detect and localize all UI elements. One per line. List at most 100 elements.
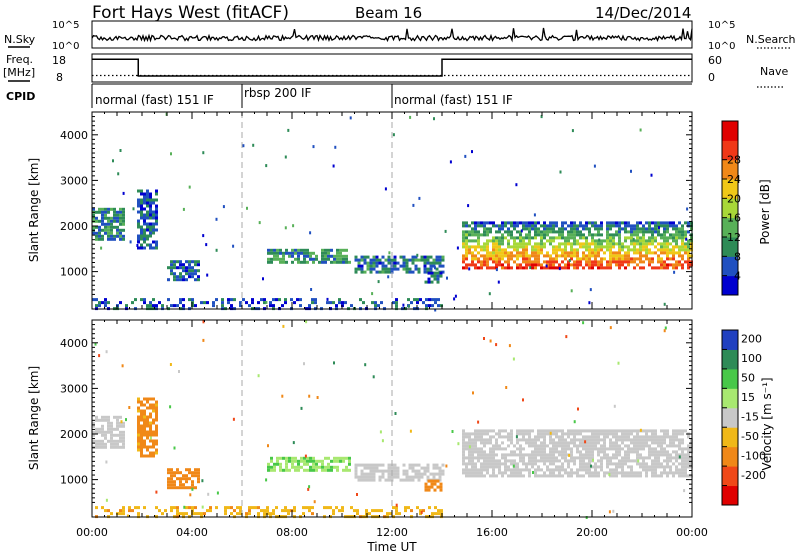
echo-cell <box>291 462 294 466</box>
echo-cell <box>636 239 639 243</box>
echo-cell <box>603 450 606 454</box>
echo-cell <box>681 474 684 478</box>
echo-cell <box>663 236 666 240</box>
echo-cell <box>498 429 501 433</box>
echo-cell <box>131 509 134 513</box>
echo-cell <box>525 429 528 433</box>
echo-cell <box>306 248 309 252</box>
echo-cell <box>134 298 137 302</box>
echo-cell <box>188 269 191 273</box>
echo-cell <box>675 468 678 472</box>
echo-cell <box>188 185 191 189</box>
echo-cell <box>498 254 501 258</box>
echo-cell <box>534 471 537 475</box>
echo-cell <box>137 240 140 244</box>
echo-cell <box>140 412 143 416</box>
echo-cell <box>519 456 522 460</box>
echo-cell <box>573 471 576 475</box>
echo-cell <box>432 258 436 262</box>
echo-cell <box>642 429 645 433</box>
echo-cell <box>167 266 170 270</box>
echo-cell <box>155 418 158 422</box>
echo-cell <box>137 406 140 410</box>
echo-cell <box>489 441 492 445</box>
echo-cell <box>663 233 666 237</box>
echo-cell <box>624 444 627 448</box>
echo-cell <box>306 254 309 258</box>
echo-cell <box>609 441 612 445</box>
echo-cell <box>666 239 669 243</box>
echo-cell <box>311 298 314 302</box>
echo-cell <box>594 260 597 264</box>
echo-cell <box>345 260 348 264</box>
echo-cell <box>273 251 276 255</box>
echo-cell <box>232 244 235 248</box>
echo-cell <box>633 230 636 234</box>
echo-cell <box>675 438 678 442</box>
echo-cell <box>531 266 534 270</box>
echo-cell <box>191 487 194 491</box>
echo-cell <box>639 251 642 255</box>
echo-cell <box>327 465 330 469</box>
echo-cell <box>672 441 675 445</box>
echo-cell <box>669 233 672 237</box>
echo-cell <box>92 298 95 302</box>
echo-cell <box>639 453 642 457</box>
echo-cell <box>324 251 327 255</box>
echo-cell <box>663 248 666 252</box>
echo-cell <box>512 464 515 468</box>
echo-cell <box>501 227 504 231</box>
echo-cell <box>567 239 570 243</box>
echo-cell <box>390 267 394 271</box>
echo-cell <box>369 258 373 262</box>
echo-cell <box>570 289 573 293</box>
echo-cell <box>624 474 627 478</box>
echo-cell <box>504 248 507 252</box>
echo-cell <box>107 228 110 232</box>
echo-cell <box>516 447 519 451</box>
echo-cell <box>303 459 306 463</box>
echo-cell <box>570 221 573 225</box>
echo-cell <box>603 444 606 448</box>
echo-cell <box>489 221 492 225</box>
noise-right-tick-top: 10^5 <box>708 20 735 31</box>
echo-cell <box>252 143 255 147</box>
echo-cell <box>591 224 594 228</box>
echo-cell <box>495 444 498 448</box>
echo-cell <box>675 471 678 475</box>
echo-cell <box>504 456 507 460</box>
echo-cell <box>606 242 609 246</box>
echo-cell <box>528 239 531 243</box>
echo-cell <box>666 224 669 228</box>
echo-cell <box>576 227 579 231</box>
echo-cell <box>660 429 663 433</box>
echo-cell <box>321 254 324 258</box>
echo-cell <box>675 224 678 228</box>
echo-cell <box>483 233 486 237</box>
echo-cell <box>444 229 447 233</box>
echo-cell <box>588 260 591 264</box>
echo-cell <box>435 258 439 262</box>
echo-cell <box>122 439 125 443</box>
echo-cell <box>678 444 681 448</box>
echo-cell <box>423 270 427 274</box>
echo-cell <box>92 231 95 235</box>
echo-cell <box>612 471 615 475</box>
echo-cell <box>561 230 564 234</box>
echo-cell <box>552 474 555 478</box>
echo-cell <box>618 453 621 457</box>
echo-cell <box>137 246 140 250</box>
echo-cell <box>567 441 570 445</box>
echo-cell <box>516 257 519 261</box>
echo-cell <box>549 474 552 478</box>
echo-cell <box>624 462 627 466</box>
echo-cell <box>552 263 555 267</box>
echo-cell <box>576 239 579 243</box>
echo-cell <box>345 468 348 472</box>
echo-cell <box>513 471 516 475</box>
echo-cell <box>112 159 114 163</box>
echo-cell <box>232 417 235 421</box>
echo-cell <box>480 245 483 249</box>
echo-cell <box>598 238 601 242</box>
